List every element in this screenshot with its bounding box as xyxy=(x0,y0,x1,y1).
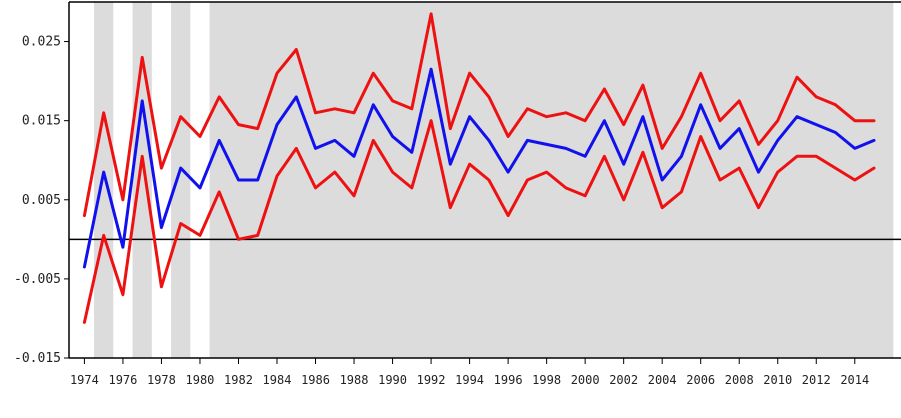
series-lines xyxy=(82,12,876,324)
y-tick-label-1: -0.005 xyxy=(14,272,61,287)
x-tick-label-8: 1990 xyxy=(378,373,407,387)
x-tick-label-14: 2002 xyxy=(609,373,638,387)
x-tick-label-12: 1998 xyxy=(532,373,561,387)
x-tick-label-4: 1982 xyxy=(224,373,253,387)
series-line-0 xyxy=(82,12,876,218)
x-tick-label-6: 1986 xyxy=(301,373,330,387)
x-tick-label-17: 2008 xyxy=(725,373,754,387)
axes xyxy=(64,1,901,364)
y-tick-label-0: -0.015 xyxy=(14,351,61,366)
shaded-period-2 xyxy=(171,2,191,358)
tick-labels: -0.015 -0.005 0.005 0.015 0.025 1974 1976 1978 1… xyxy=(14,35,869,387)
x-tick-label-7: 1988 xyxy=(340,373,369,387)
y-tick-label-3: 0.015 xyxy=(22,114,61,129)
x-tick-label-10: 1994 xyxy=(455,373,484,387)
x-tick-label-19: 2012 xyxy=(802,373,831,387)
x-tick-label-9: 1992 xyxy=(417,373,446,387)
x-tick-label-16: 2006 xyxy=(686,373,715,387)
x-tick-label-5: 1984 xyxy=(263,373,292,387)
x-tick-label-1: 1976 xyxy=(108,373,137,387)
x-tick-label-11: 1996 xyxy=(494,373,523,387)
x-tick-label-2: 1978 xyxy=(147,373,176,387)
x-tick-label-18: 2010 xyxy=(763,373,792,387)
y-tick-label-4: 0.025 xyxy=(22,35,61,50)
x-tick-label-13: 2000 xyxy=(571,373,600,387)
shaded-period-1 xyxy=(132,2,152,358)
x-tick-label-20: 2014 xyxy=(840,373,869,387)
x-tick-label-15: 2004 xyxy=(648,373,677,387)
x-tick-label-3: 1980 xyxy=(186,373,215,387)
series-line-1 xyxy=(82,67,876,269)
x-tick-label-0: 1974 xyxy=(70,373,99,387)
y-tick-label-2: 0.005 xyxy=(22,193,61,208)
shaded-period-0 xyxy=(94,2,114,358)
series-line-2 xyxy=(82,119,876,324)
